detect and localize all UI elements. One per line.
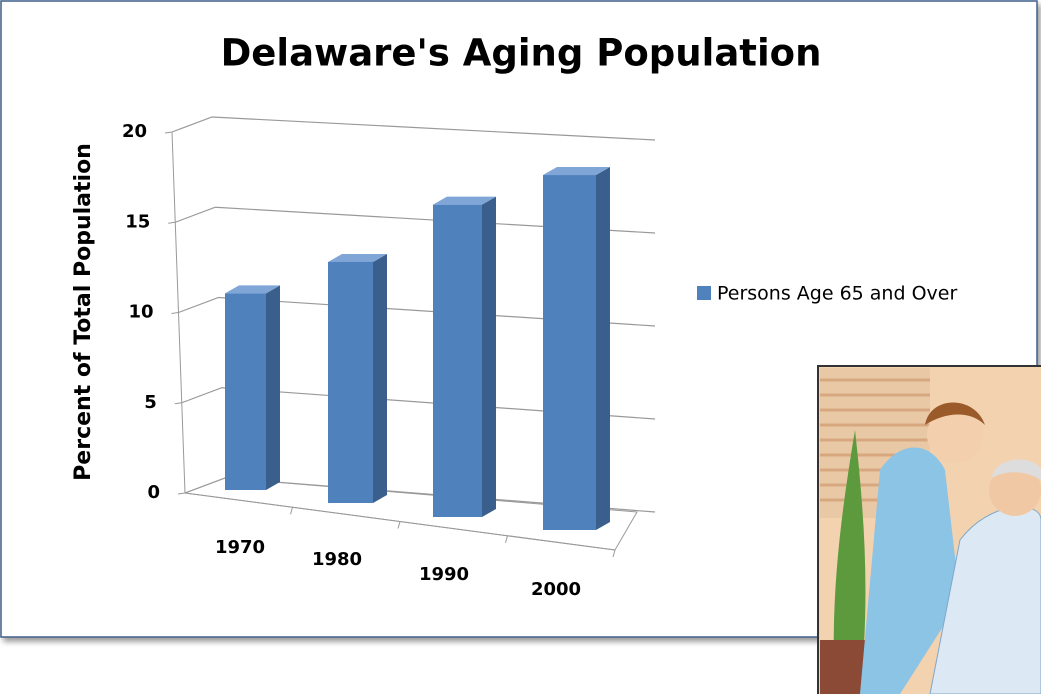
bar-front [433,205,482,517]
illustration [818,366,1041,694]
bar [543,167,610,530]
y-tick-label: 15 [125,211,150,232]
bar-front [543,175,596,530]
y-tick-label: 0 [147,482,160,503]
y-axis-label: Percent of Total Population [71,143,96,481]
y-tick-label: 20 [122,121,147,142]
slide: Delaware's Aging Population Percent of T… [0,0,1041,694]
bar-side [596,167,610,530]
y-tick-label: 5 [144,392,157,413]
chart-title: Delaware's Aging Population [221,32,822,75]
legend-label: Persons Age 65 and Over [717,283,957,305]
bar [225,285,280,490]
x-tick-label: 1980 [312,549,362,570]
bar-side [266,285,280,490]
x-tick-label: 2000 [531,579,581,600]
legend-swatch [697,286,711,300]
x-tick-label: 1990 [419,564,469,585]
x-tick-label: 1970 [215,537,265,558]
bar [328,254,387,503]
bar-side [373,254,387,503]
bar-front [328,262,373,503]
bar [433,197,496,517]
y-tick-label: 10 [128,302,153,323]
bar-front [225,293,266,490]
bar-side [482,197,496,517]
